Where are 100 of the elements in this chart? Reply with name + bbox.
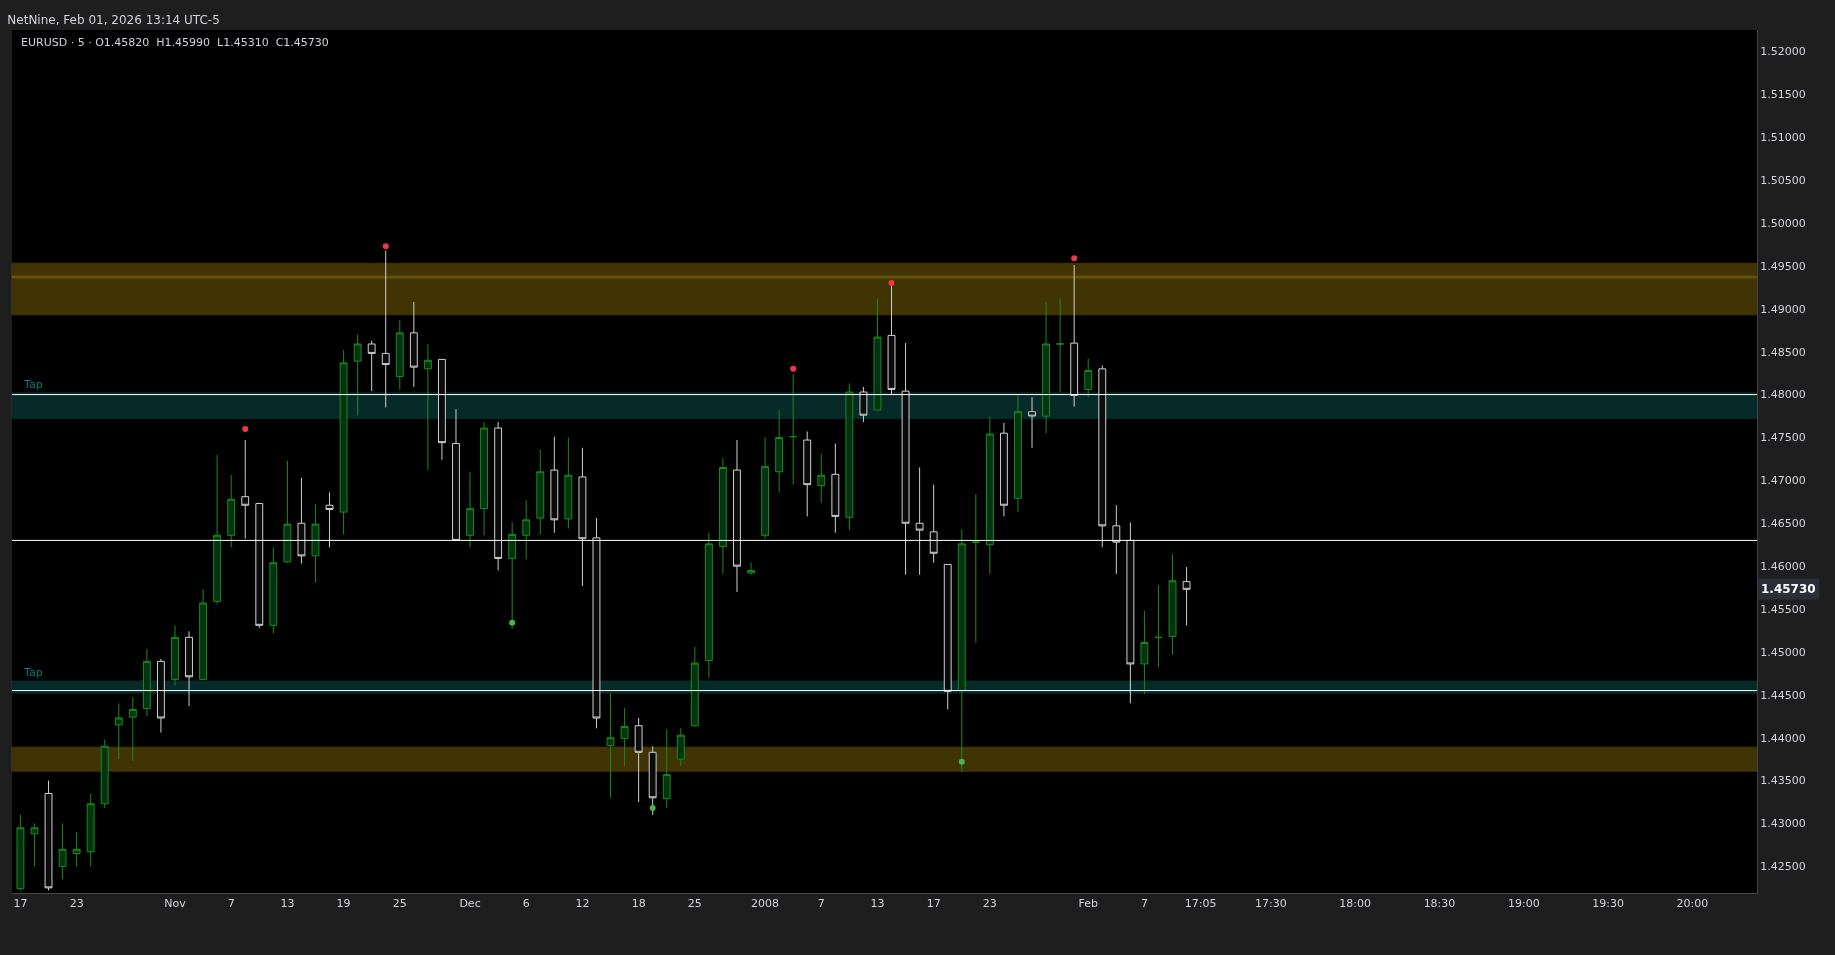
- x-tick-label: 2008: [751, 897, 780, 911]
- candlestick: [578, 447, 587, 587]
- candlestick: [817, 453, 826, 504]
- point: [509, 619, 516, 626]
- y-tick-label: 1.47500: [1760, 431, 1806, 445]
- candlestick: [171, 624, 179, 686]
- text: 1.45730: [1761, 582, 1816, 596]
- y-tick-label: 1.43000: [1760, 817, 1806, 831]
- y-tick-label: 1.42500: [1760, 860, 1806, 874]
- candlestick: [30, 823, 39, 867]
- candlestick: [929, 484, 938, 564]
- candlestick: [1154, 584, 1163, 668]
- x-tick-label: Nov: [164, 897, 187, 911]
- y-tick-label: 1.50000: [1760, 216, 1806, 230]
- candlestick: [592, 517, 601, 729]
- candlestick: [86, 792, 95, 867]
- x-tick-label: 17: [13, 897, 28, 911]
- candlestick: [156, 658, 165, 734]
- y-tick-label: 1.46500: [1760, 517, 1806, 531]
- candlestick: [213, 454, 222, 605]
- x-tick-label: 13: [870, 897, 885, 911]
- candlestick: [971, 493, 980, 644]
- point: [790, 365, 797, 372]
- y-tick-label: 1.51000: [1760, 131, 1806, 145]
- candlestick: [241, 439, 250, 540]
- candlestick: [620, 707, 629, 767]
- candlestick: [409, 301, 418, 388]
- candlestick: [58, 823, 67, 880]
- x-tick-label: 25: [392, 897, 407, 911]
- candlestick: [1084, 358, 1093, 398]
- y-tick-label: 1.45500: [1760, 602, 1806, 616]
- x-tick-label: 7: [227, 897, 235, 911]
- chart-title: NetNine, Feb 01, 2026 13:14 UTC-5: [7, 12, 220, 27]
- y-tick-label: 1.48000: [1760, 388, 1806, 402]
- candlestick: [704, 532, 713, 679]
- x-tick-label: 7: [1140, 897, 1148, 911]
- candlestick: [72, 831, 81, 867]
- candlestick: [325, 491, 334, 548]
- candlestick: [789, 373, 798, 486]
- candlestick: [634, 717, 643, 803]
- candlestick: [1028, 396, 1036, 449]
- candlestick: [269, 546, 278, 634]
- candlestick: [1140, 610, 1149, 695]
- candlestick: [423, 343, 432, 471]
- candlestick: [1126, 521, 1135, 704]
- y-tick-label: 1.44500: [1760, 688, 1806, 702]
- candlestick: [1112, 504, 1121, 575]
- candlestick: [1168, 553, 1177, 656]
- candlestick: [297, 477, 306, 565]
- text: EURUSD · 5 · O1.45820 H1.45990 L1.45310 C1.45730: [21, 36, 329, 49]
- candlestick: [915, 467, 924, 576]
- candlestick: [564, 436, 573, 529]
- x-tick-label: 17: [926, 897, 941, 911]
- candlestick: [466, 471, 474, 548]
- candlestick: [985, 416, 994, 575]
- x-tick-label: 7: [817, 897, 825, 911]
- y-tick-label: 1.46000: [1760, 560, 1806, 574]
- candlestick: [452, 408, 460, 541]
- candlestick: [747, 562, 755, 576]
- x-tick-label: 18:30: [1423, 897, 1456, 911]
- candlestick: [311, 503, 320, 583]
- candlestick: [901, 342, 910, 576]
- x-tick-label: 17:30: [1255, 897, 1287, 911]
- candlestick: [339, 349, 348, 535]
- x-tick-label: 12: [575, 897, 590, 911]
- x-tick-label: 6: [522, 897, 530, 911]
- candlestick: [1098, 364, 1107, 548]
- candlestick: [353, 334, 362, 416]
- candlestick: [859, 386, 868, 423]
- candlestick: [283, 460, 292, 564]
- band-label: Tap: [23, 378, 43, 391]
- candlestick: [508, 521, 517, 630]
- candlestick: [494, 421, 503, 571]
- candlestick: [395, 319, 404, 390]
- y-tick-label: 1.51500: [1760, 88, 1806, 102]
- y-tick-label: 1.50500: [1760, 173, 1806, 187]
- candlestick: [16, 814, 25, 891]
- x-tick-label: 19: [336, 897, 351, 911]
- candlestick: [831, 442, 840, 534]
- x-tick-label: 13: [280, 897, 295, 911]
- candlestick: [367, 340, 376, 392]
- x-tick-label: 25: [687, 897, 702, 911]
- candlestick: [957, 528, 966, 773]
- x-tick-label: Feb: [1078, 897, 1098, 911]
- candlestick: [676, 727, 685, 767]
- candlestick: [255, 502, 264, 629]
- candlestick: [199, 588, 208, 680]
- candlestick: [142, 648, 151, 717]
- candlestick: [803, 430, 812, 517]
- candlestick: [662, 728, 671, 809]
- x-tick-label: 19:00: [1507, 897, 1540, 911]
- x-tick-label: Dec: [459, 897, 481, 911]
- candlestick: [733, 439, 741, 593]
- candlestick: [550, 436, 559, 534]
- x-tick-label: 23: [982, 897, 997, 911]
- candlestick: [128, 696, 137, 762]
- candlestick: [100, 738, 109, 809]
- candlestick: [606, 692, 615, 799]
- y-tick-label: 1.49000: [1760, 302, 1806, 316]
- candlestick: [1070, 264, 1079, 408]
